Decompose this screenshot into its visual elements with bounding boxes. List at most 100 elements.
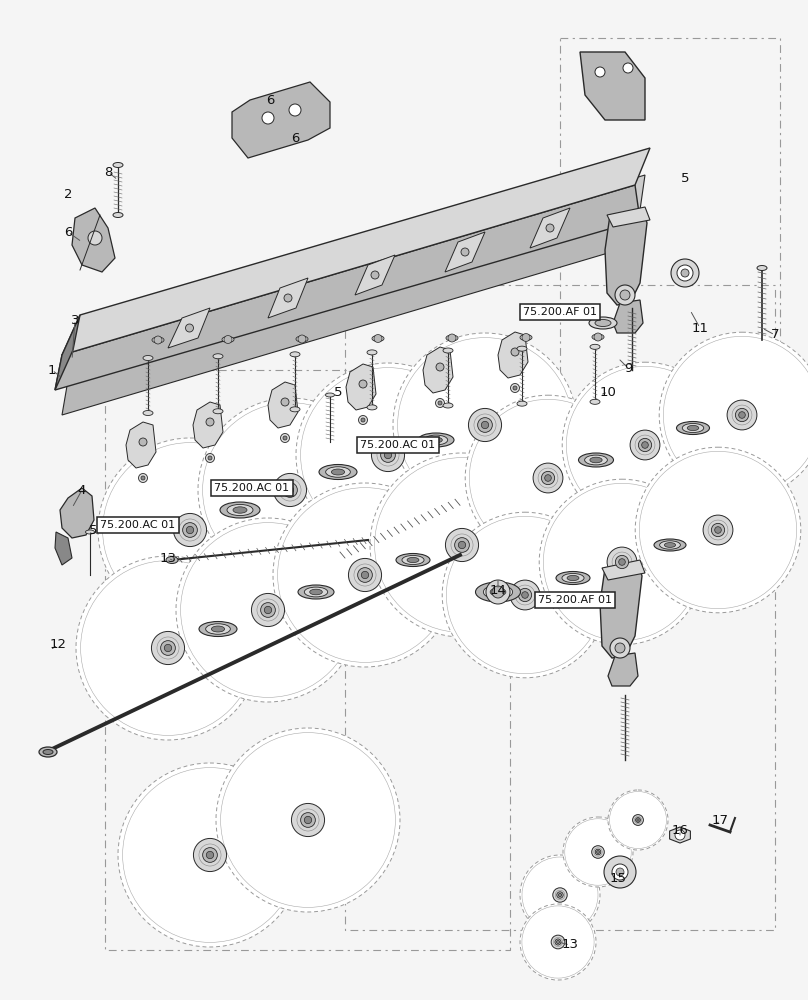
Circle shape	[251, 593, 284, 627]
Circle shape	[301, 813, 315, 827]
Text: 9: 9	[624, 361, 632, 374]
Circle shape	[623, 63, 633, 73]
Polygon shape	[60, 488, 94, 538]
Ellipse shape	[443, 403, 453, 408]
Circle shape	[546, 224, 554, 232]
Circle shape	[563, 817, 633, 887]
Circle shape	[445, 528, 478, 562]
Ellipse shape	[296, 336, 308, 342]
Circle shape	[361, 571, 368, 579]
Polygon shape	[55, 532, 72, 565]
Circle shape	[703, 515, 733, 545]
Text: 75.200.AF 01: 75.200.AF 01	[523, 307, 597, 317]
Polygon shape	[346, 364, 376, 410]
Circle shape	[371, 271, 379, 279]
Circle shape	[198, 398, 382, 582]
Ellipse shape	[220, 502, 260, 518]
Ellipse shape	[520, 334, 532, 340]
Circle shape	[273, 483, 457, 667]
Circle shape	[520, 904, 596, 980]
Circle shape	[486, 580, 510, 604]
Polygon shape	[72, 208, 115, 272]
Ellipse shape	[206, 624, 230, 634]
Ellipse shape	[326, 467, 351, 477]
Polygon shape	[498, 332, 528, 378]
Circle shape	[183, 523, 197, 537]
Ellipse shape	[688, 425, 699, 431]
Circle shape	[98, 438, 282, 622]
Circle shape	[671, 259, 699, 287]
Circle shape	[118, 763, 302, 947]
Circle shape	[438, 401, 442, 405]
Ellipse shape	[757, 265, 767, 270]
Circle shape	[381, 448, 395, 462]
Circle shape	[604, 856, 636, 888]
Ellipse shape	[590, 457, 602, 463]
Circle shape	[615, 285, 635, 305]
Ellipse shape	[589, 317, 617, 329]
Ellipse shape	[407, 557, 419, 563]
Circle shape	[206, 851, 213, 859]
Circle shape	[510, 580, 540, 610]
Circle shape	[296, 363, 480, 547]
Text: 5: 5	[334, 385, 343, 398]
Circle shape	[372, 438, 405, 472]
Circle shape	[636, 818, 641, 822]
Circle shape	[361, 418, 365, 422]
Polygon shape	[353, 414, 393, 477]
Ellipse shape	[446, 335, 458, 341]
Circle shape	[520, 855, 600, 935]
Circle shape	[281, 398, 289, 406]
Polygon shape	[505, 382, 545, 445]
Circle shape	[262, 112, 274, 124]
Polygon shape	[268, 278, 308, 318]
Ellipse shape	[396, 554, 430, 566]
Ellipse shape	[592, 334, 604, 340]
Circle shape	[461, 248, 469, 256]
Ellipse shape	[585, 455, 608, 465]
Circle shape	[305, 816, 312, 824]
Ellipse shape	[212, 626, 225, 632]
Polygon shape	[530, 208, 570, 248]
Polygon shape	[602, 560, 645, 580]
Circle shape	[642, 442, 648, 448]
Ellipse shape	[143, 356, 153, 360]
Circle shape	[677, 265, 693, 281]
Circle shape	[620, 290, 630, 300]
Circle shape	[711, 523, 725, 537]
Ellipse shape	[319, 464, 357, 480]
Circle shape	[359, 380, 367, 388]
Ellipse shape	[326, 393, 335, 397]
Ellipse shape	[233, 507, 247, 513]
Circle shape	[176, 518, 360, 702]
Circle shape	[612, 864, 628, 880]
Circle shape	[448, 334, 456, 342]
Circle shape	[630, 430, 660, 460]
Circle shape	[286, 486, 293, 494]
Text: 6: 6	[266, 94, 274, 106]
Circle shape	[513, 386, 517, 390]
Text: 15: 15	[609, 871, 626, 884]
Text: 8: 8	[103, 165, 112, 178]
Circle shape	[187, 526, 194, 534]
Ellipse shape	[290, 407, 300, 412]
Text: 13: 13	[159, 552, 176, 564]
Ellipse shape	[367, 405, 377, 410]
Circle shape	[539, 479, 705, 645]
Ellipse shape	[331, 469, 345, 475]
Circle shape	[739, 412, 745, 418]
Polygon shape	[423, 347, 453, 393]
Ellipse shape	[664, 543, 675, 547]
Text: 3: 3	[71, 314, 79, 326]
Ellipse shape	[654, 539, 686, 551]
Ellipse shape	[590, 344, 600, 349]
Circle shape	[283, 436, 287, 440]
Ellipse shape	[367, 350, 377, 355]
Circle shape	[465, 395, 631, 561]
Circle shape	[193, 838, 226, 872]
Polygon shape	[232, 82, 330, 158]
Polygon shape	[607, 207, 650, 227]
Circle shape	[675, 830, 685, 840]
Polygon shape	[55, 185, 640, 390]
Text: 7: 7	[771, 328, 779, 342]
